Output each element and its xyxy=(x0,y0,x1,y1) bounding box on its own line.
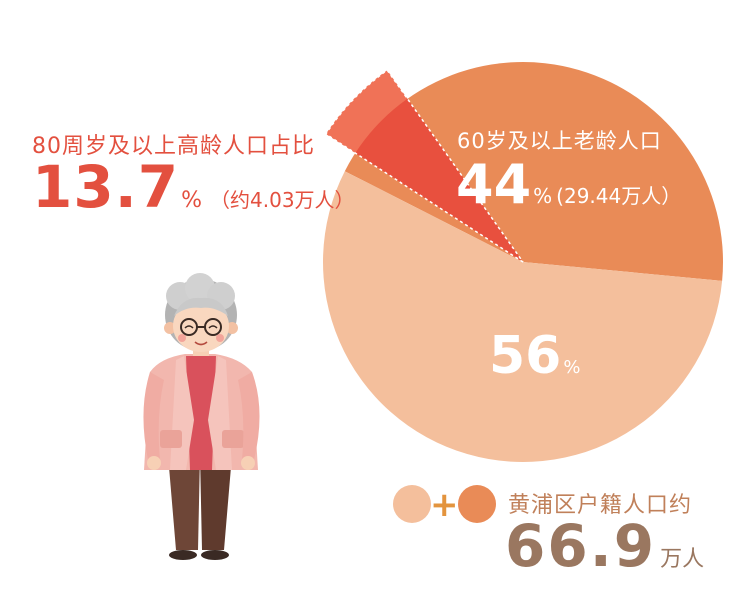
elderly60-value-row: 44% (29.44万人） xyxy=(456,153,681,216)
elderly80-value-row: 13.7% （约4.03万人） xyxy=(32,153,355,221)
legend-plus-sign: + xyxy=(430,485,459,525)
elderly60-percent-unit: % xyxy=(533,184,553,208)
total-population-row: 66.9 万人 xyxy=(505,512,704,580)
pie-subslice-outline xyxy=(324,69,524,263)
total-population-unit: 万人 xyxy=(660,547,705,572)
elderly80-percent-unit: % xyxy=(181,188,203,213)
elderly80-percent: 13.7 xyxy=(32,153,180,221)
pie-chart xyxy=(322,62,723,463)
legend-dot-young xyxy=(393,485,431,523)
legend-dot-elderly xyxy=(458,485,496,523)
elderly80-count: （约4.03万人） xyxy=(210,188,355,212)
pie-slice-elderly60 xyxy=(344,62,723,281)
elderly80-title: 80周岁及以上高龄人口占比 xyxy=(32,134,315,159)
elderly80-wedge-group xyxy=(324,69,524,263)
total-population-label: 黄浦区户籍人口约 xyxy=(508,493,693,518)
elderly60-percent: 44 xyxy=(456,153,532,216)
total-population-value: 66.9 xyxy=(505,512,657,580)
elderly-person-icon xyxy=(143,273,260,560)
elderly60-count: (29.44万人） xyxy=(556,184,682,208)
young-percent-unit: % xyxy=(563,357,581,378)
pie-subslice-elderly80-core xyxy=(355,98,523,262)
pie-slice-young xyxy=(322,171,723,463)
young-value-row: 56% xyxy=(489,326,580,386)
young-percent: 56 xyxy=(489,326,562,386)
elderly60-title: 60岁及以上老龄人口 xyxy=(457,129,662,153)
